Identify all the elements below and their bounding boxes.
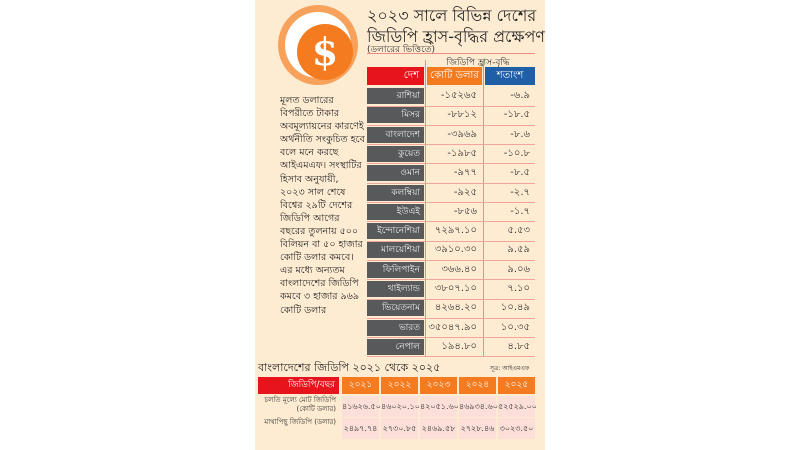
- percent-value: ১০.৪৯: [500, 302, 530, 314]
- crore-value: ১৯৪.৮০: [441, 340, 477, 352]
- crore-value: ৭২৯৭.১০: [434, 225, 477, 237]
- country-name: ইন্দোনেশিয়া: [367, 223, 424, 240]
- percent-value: ৫.৫৩: [507, 225, 530, 237]
- bd-corner-header: জিডিপি/বছর: [258, 377, 339, 394]
- year-header: ২০২৫: [498, 377, 535, 394]
- row-divider: [367, 317, 535, 319]
- header-crore: কোটি ডলার: [427, 67, 482, 85]
- bd-value: ৪১৬২৬.৫০: [342, 396, 381, 417]
- header-percent: শতাংশ: [485, 67, 535, 85]
- country-name: রাশিয়া: [367, 88, 424, 104]
- row-divider: [367, 356, 535, 358]
- country-name: কলম্বিয়া: [367, 184, 424, 201]
- crore-value: -৯৭৭: [453, 167, 477, 179]
- percent-value: ১০.৩৫: [500, 321, 530, 333]
- col-divider: [425, 60, 426, 357]
- percent-value: -১.৭: [510, 205, 530, 217]
- col-divider: [483, 60, 484, 357]
- percent-value: ৯.০৬: [507, 263, 530, 275]
- subtitle: (ডলারের ভিত্তিতে): [367, 45, 436, 55]
- row-divider: [367, 124, 535, 126]
- country-name: বাংলাদেশ: [367, 126, 424, 143]
- row-divider: [367, 163, 535, 165]
- country-name: ভারত: [367, 319, 424, 336]
- percent-value: ৪.৮৫: [507, 340, 530, 352]
- bd-value: ২৭৩০.৮৫: [381, 418, 418, 439]
- country-name: ফিলিপাইন: [367, 261, 424, 278]
- divider: [367, 53, 535, 54]
- title-line-2: জিডিপি হ্রাস-বৃদ্ধির প্রক্ষেপণ: [367, 27, 545, 46]
- row-divider: [367, 240, 535, 242]
- crore-value: ৩৯১০.৩০: [434, 244, 477, 256]
- bd-value: ৪৬৯৩৪.৬০: [459, 396, 498, 417]
- percent-value: -২.৭: [510, 186, 530, 198]
- row-divider: [367, 202, 535, 203]
- title-line-1: ২০২৩ সালে বিভিন্ন দেশের: [367, 6, 537, 25]
- row-divider: [367, 259, 535, 261]
- crore-value: ৩৫০৪৭.৯০: [428, 321, 477, 333]
- country-name: ভিয়েতনাম: [367, 300, 424, 317]
- header-country: দেশ: [367, 67, 424, 85]
- bd-title: বাংলাদেশের জিডিপি ২০২১ থেকে ২০২৫: [258, 361, 441, 374]
- percent-value: -৬.৯: [510, 90, 530, 101]
- country-name: মালয়েশিয়া: [367, 242, 424, 259]
- country-name: ইউএই: [367, 203, 424, 220]
- row-divider: [367, 337, 535, 339]
- group-label: জিডিপি হ্রাস-বৃদ্ধি: [446, 58, 510, 68]
- source: সূত্র: আইএমএফ: [490, 365, 530, 372]
- crore-value: -১৯৮৫: [447, 147, 477, 159]
- percent-value: ৯.৫৯: [507, 244, 530, 256]
- percent-value: -১৮.৫: [503, 109, 530, 121]
- country-name: কুয়েত: [367, 145, 424, 162]
- row-divider: [367, 221, 535, 223]
- crore-value: ৪২৬৪.২০: [434, 302, 477, 314]
- bd-row-label: চলতি মূল্যে মোট জিডিপি (কোটি ডলার): [264, 396, 336, 413]
- percent-value: -৮.৫: [510, 167, 530, 179]
- bd-value: ৩০২৩.৫০: [498, 418, 535, 439]
- percent-value: -৮.৬: [510, 128, 530, 140]
- dollar-coin-icon: $: [278, 5, 358, 85]
- country-name: ওমান: [367, 165, 424, 182]
- bd-value: ২৭২৮.৪৬: [459, 418, 496, 439]
- bd-row-label: মাথাপিছু জিডিপি (ডলার): [264, 418, 336, 426]
- bd-value: ৫২৫২৯.০০: [498, 396, 537, 417]
- note-text: মূলত ডলারের বিপরীতে টাকার অবমূল্যায়নের …: [280, 95, 365, 316]
- percent-value: ৭.১০: [507, 283, 530, 294]
- year-header: ২০২১: [342, 377, 379, 394]
- crore-value: -৯২৫: [453, 186, 477, 198]
- bd-value: ৪২০৫১.৬০: [420, 396, 459, 417]
- percent-value: -১০.৮: [503, 147, 530, 159]
- crore-value: -১৫২৬৫: [440, 90, 477, 101]
- crore-value: ৩৬৬.৪০: [441, 263, 477, 275]
- bd-value: ৪৬০২০.১০: [381, 396, 420, 417]
- country-name: নেপাল: [367, 338, 424, 355]
- crore-value: -৮৫৬: [453, 205, 477, 217]
- country-name: মিসর: [367, 107, 424, 124]
- year-header: ২০২৪: [459, 377, 496, 394]
- row-divider: [367, 298, 535, 300]
- crore-value: -৩৯৬৯: [447, 128, 477, 140]
- year-header: ২০২২: [381, 377, 418, 394]
- country-name: থাইল্যান্ড: [367, 281, 424, 297]
- row-divider: [367, 105, 535, 107]
- row-divider: [367, 279, 535, 281]
- row-divider: [367, 182, 535, 184]
- bd-value: ২৪৯৭.৭৪: [342, 418, 379, 439]
- bd-value: ২৪৬৯.৫৮: [420, 418, 457, 439]
- crore-value: -৮৮১২: [447, 109, 477, 121]
- crore-value: ৩৮০৭.১০: [434, 283, 477, 294]
- row-divider: [367, 144, 535, 146]
- year-header: ২০২৩: [420, 377, 457, 394]
